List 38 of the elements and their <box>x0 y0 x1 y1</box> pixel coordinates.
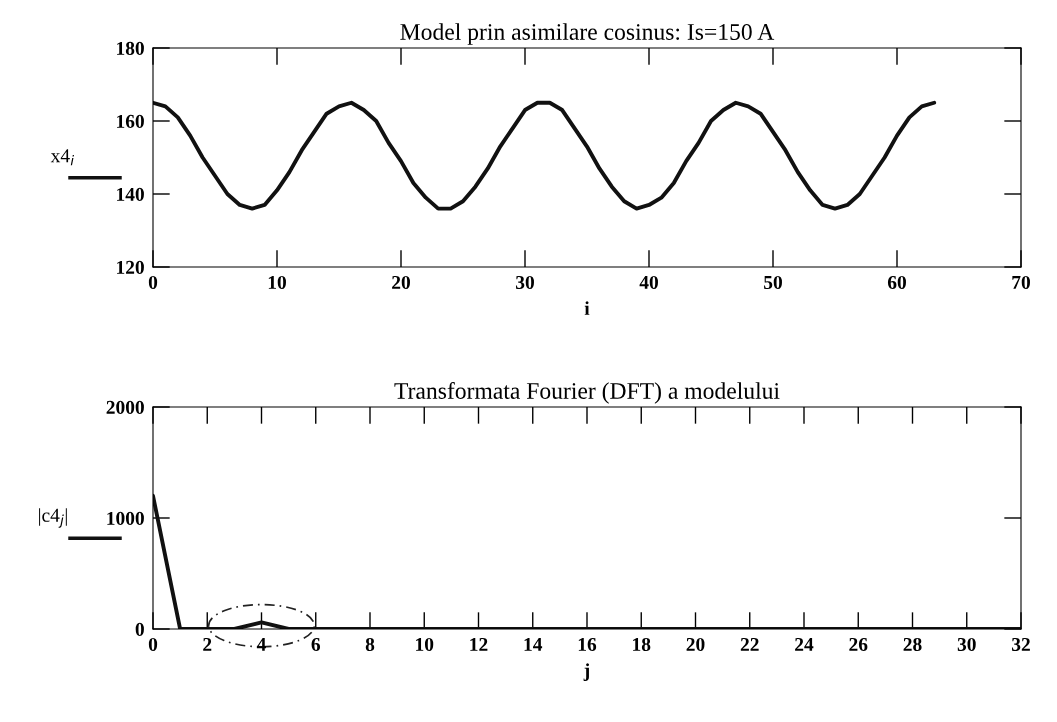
x-tick-label: 30 <box>957 637 976 652</box>
x-tick-label: 8 <box>365 637 375 652</box>
x-tick-label: 16 <box>578 637 597 652</box>
x-axis-title: j <box>583 663 590 681</box>
x-tick-label: 30 <box>516 275 534 290</box>
x-tick-label: 60 <box>887 275 906 290</box>
chart-title: Model prin asimilare cosinus: Is=150 A <box>400 23 775 45</box>
y-tick-label: 160 <box>117 114 144 128</box>
y-tick-label: 0 <box>135 622 144 636</box>
chart-title: Transformata Fourier (DFT) a modelului <box>394 382 780 404</box>
x-tick-label: 20 <box>686 637 705 652</box>
x-tick-label: 40 <box>639 275 658 290</box>
y-tick-label: 120 <box>117 260 144 274</box>
x-tick-label: 26 <box>849 637 868 652</box>
x-tick-label: 0 <box>148 275 158 290</box>
x-axis-title: i <box>584 301 590 315</box>
y-tick-label: 180 <box>117 41 144 55</box>
x-tick-label: 50 <box>764 275 782 290</box>
x-tick-label: 12 <box>470 637 488 651</box>
y-tick-label: 140 <box>117 187 144 201</box>
x-tick-label: 6 <box>311 637 321 652</box>
x-tick-label: 70 <box>1012 275 1030 290</box>
line-series <box>153 100 937 211</box>
x-tick-label: 28 <box>903 637 922 652</box>
x-tick-label: 0 <box>148 637 158 652</box>
y-tick-label: 1000 <box>107 511 144 525</box>
y-axis-title: x4$_{i}$ <box>50 149 75 166</box>
x-tick-label: 18 <box>633 637 651 652</box>
x-tick-label: 2 <box>203 637 212 651</box>
y-tick-label: 2000 <box>106 400 144 414</box>
x-tick-label: 10 <box>268 275 286 290</box>
x-tick-label: 20 <box>392 275 410 290</box>
x-tick-label: 24 <box>795 637 814 651</box>
x-tick-label: 32 <box>1012 637 1030 652</box>
y-axis-title: |c4$_{j}$| <box>39 508 67 528</box>
x-tick-label: 14 <box>524 637 543 651</box>
x-tick-label: 22 <box>740 637 759 651</box>
x-tick-label: 10 <box>416 637 434 652</box>
